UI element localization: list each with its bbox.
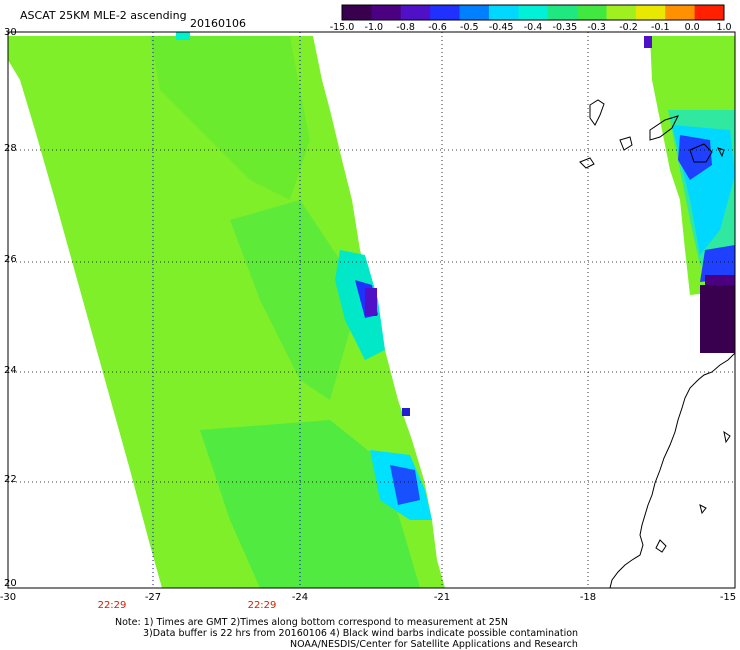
right-swath-blue [678, 135, 712, 180]
colorbar-tick-label: 1.0 [716, 22, 732, 33]
colorbar-swatch [488, 5, 519, 20]
footnote-credit: NOAA/NESDIS/Center for Satellite Applica… [290, 639, 578, 650]
right-swath-blue [700, 245, 735, 282]
colorbar-tick-label: -0.8 [396, 22, 415, 33]
right-swath-dark-block [700, 285, 735, 353]
swath-blue-pixel [402, 408, 410, 416]
colorbar-swatch [547, 5, 578, 20]
colorbar-tick-label: -0.35 [552, 22, 578, 33]
canary-island-3 [649, 115, 679, 141]
colorbar-swatch [342, 5, 372, 20]
y-tick-label: 26 [4, 254, 17, 265]
coast-bay [655, 539, 667, 553]
map-border [7, 31, 736, 589]
colorbar-tick-label: 0.0 [684, 22, 700, 33]
colorbar-swatch [635, 5, 666, 20]
canary-island-2 [619, 136, 633, 151]
swath-blue-patch [390, 465, 420, 505]
colorbar-tick-label: -15.0 [329, 22, 355, 33]
colorbar-swatch [430, 5, 461, 20]
swath-green-patch [150, 36, 310, 200]
colorbar-swatch [577, 5, 607, 20]
map-date: 20160106 [190, 17, 246, 30]
x-tick-label: -27 [144, 592, 162, 603]
swath-cyan-patch [335, 250, 385, 360]
x-tick-label: -15 [719, 592, 737, 603]
x-tick-label: -24 [291, 592, 309, 603]
colorbar-swatch [606, 5, 637, 20]
coast-mark-1 [723, 430, 731, 444]
swath-purple-patch [365, 288, 377, 316]
coastline-africa [609, 352, 736, 589]
colorbar-swatch [665, 5, 696, 20]
pass-time-label: 22:29 [247, 600, 277, 611]
pass-time-label: 22:29 [97, 600, 127, 611]
y-tick-label: 20 [4, 578, 17, 589]
colorbar-swatch [518, 5, 549, 20]
right-swath-purple [705, 275, 735, 285]
y-tick-label: 24 [4, 365, 17, 376]
swath-green-patch [230, 200, 350, 400]
y-tick-label: 28 [4, 143, 17, 154]
swath-green-patch [200, 420, 420, 588]
colorbar-swatch [371, 5, 402, 20]
x-tick-label: -18 [579, 592, 597, 603]
colorbar-tick-label: -0.3 [587, 22, 606, 33]
y-tick-label: 22 [4, 474, 17, 485]
colorbar-swatch [459, 5, 490, 20]
colorbar [341, 4, 725, 21]
colorbar-tick-label: -0.5 [460, 22, 479, 33]
swath-cyan-patch [176, 32, 190, 40]
x-tick-label: -21 [433, 592, 451, 603]
colorbar-tick-label: -0.4 [523, 22, 543, 33]
colorbar-border [341, 4, 725, 21]
colorbar-tick-label: -0.45 [488, 22, 514, 33]
canary-island-1 [589, 99, 605, 126]
colorbar-tick-label: -0.2 [619, 22, 638, 33]
footnote-line-2: 3)Data buffer is 22 hrs from 20160106 4)… [143, 628, 579, 639]
right-swath-purple [644, 36, 652, 48]
canary-island-4 [689, 143, 713, 163]
footnote-line-1: Note: 1) Times are GMT 2)Times along bot… [115, 617, 508, 628]
y-tick-label: 30 [4, 27, 17, 38]
coast-mark-2 [699, 504, 707, 515]
map-title: ASCAT 25KM MLE-2 ascending [20, 9, 187, 22]
x-tick-label: -30 [0, 592, 17, 603]
colorbar-swatch [694, 5, 725, 20]
left-swath [8, 32, 445, 588]
canary-island-6 [717, 147, 725, 158]
coastline [579, 99, 736, 589]
colorbar-tick-label: -1.0 [364, 22, 384, 33]
colorbar-tick-label: -0.6 [428, 22, 447, 33]
colorbar-swatch [400, 5, 431, 20]
canary-island-5 [579, 157, 595, 169]
colorbar-tick-label: -0.1 [651, 22, 670, 33]
